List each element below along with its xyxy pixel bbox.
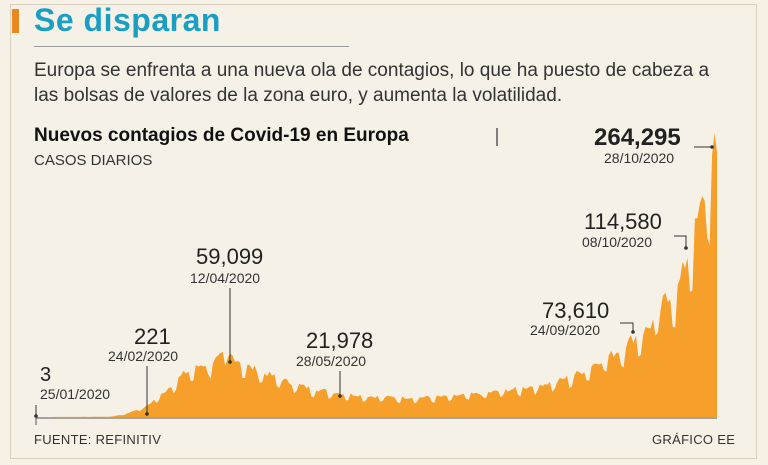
annotation-25-01-2020: 325/01/2020: [34, 364, 110, 418]
annotation-value: 73,610: [542, 298, 609, 323]
chart-area: [36, 133, 717, 418]
accent-bar: [12, 9, 19, 33]
annotation-marker: [228, 360, 232, 364]
chart-title: Nuevos contagios de Covid-19 en Europa: [34, 125, 409, 146]
annotation-value: 221: [134, 324, 171, 349]
annotation-marker: [34, 414, 38, 418]
annotation-date: 12/04/2020: [190, 270, 260, 286]
annotation-leader-line: [674, 235, 687, 248]
annotation-value: 114,580: [584, 209, 662, 234]
annotation-date: 24/02/2020: [108, 348, 178, 364]
annotation-date: 25/01/2020: [40, 386, 110, 402]
annotation-date: 28/10/2020: [604, 150, 674, 166]
headline-divider: [34, 46, 349, 47]
daily-cases-area: [36, 133, 717, 418]
headline: Se disparan: [34, 2, 221, 38]
chart-subtitle: CASOS DIARIOS: [34, 152, 153, 169]
annotation-marker: [710, 145, 714, 149]
annotation-value: 21,978: [306, 328, 373, 353]
annotation-marker: [338, 394, 342, 398]
annotation-value: 3: [40, 364, 51, 386]
graphic-credit: GRÁFICO EE: [652, 432, 736, 447]
annotation-value: 264,295: [594, 124, 681, 151]
chart-annotations: 325/01/202022124/02/202059,09912/04/2020…: [34, 124, 714, 418]
annotation-date: 24/09/2020: [530, 322, 600, 338]
subtitle: Europa se enfrenta a una nueva ola de co…: [34, 60, 710, 106]
annotation-date: 28/05/2020: [296, 353, 366, 369]
graphic-frame: [10, 4, 757, 459]
annotation-marker: [631, 330, 635, 334]
annotation-date: 08/10/2020: [582, 234, 652, 250]
source-note: FUENTE: REFINITIV: [34, 432, 162, 447]
annotation-marker: [145, 412, 149, 416]
annotation-value: 59,099: [196, 244, 263, 269]
annotation-marker: [684, 246, 688, 250]
annotation-leader-line: [620, 322, 634, 332]
